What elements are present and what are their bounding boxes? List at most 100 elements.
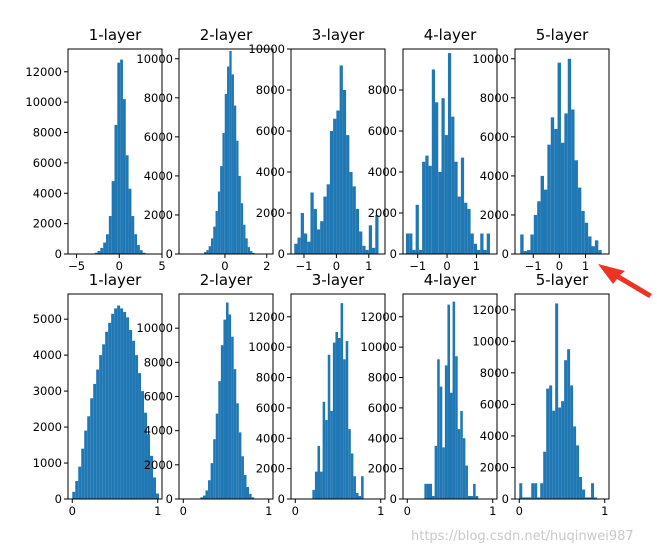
- histogram-bar: [428, 165, 432, 254]
- histogram-bar: [218, 381, 221, 499]
- y-tick-label: 8000: [368, 371, 397, 385]
- y-tick-label: 12000: [248, 310, 285, 324]
- annotation-arrow: [598, 264, 652, 298]
- histogram-panel-6: 1-layer 0 1 0 1000 2000 3000 4000 5000: [33, 271, 163, 518]
- y-tick-label: 0: [55, 492, 62, 506]
- histogram-bar: [435, 102, 439, 254]
- histogram-bar: [365, 249, 369, 254]
- y-tick-label: 0: [278, 247, 285, 261]
- histogram-bar: [300, 213, 304, 254]
- watermark-text: https://blog.csdn.net/huqinwei987: [411, 529, 634, 544]
- y-tick-label: 4000: [480, 429, 509, 443]
- histogram-bar: [460, 410, 463, 499]
- histogram-bar: [137, 244, 140, 254]
- histogram-bar: [249, 493, 252, 499]
- x-tick-label: 1: [265, 504, 272, 518]
- y-tick-label: 10000: [248, 340, 285, 354]
- histogram-bar: [537, 497, 541, 499]
- histogram-bar: [200, 497, 203, 499]
- x-tick-label: 0: [404, 504, 411, 518]
- histogram-panel-4: 4-layer −1 0 1 0 2000 4000 6000 8000: [368, 26, 498, 273]
- histogram-bar: [75, 481, 79, 499]
- histogram-bar: [322, 401, 326, 499]
- histogram-bar: [215, 413, 219, 499]
- histogram-bar: [220, 166, 223, 254]
- histogram-bar: [437, 359, 440, 499]
- histogram-bar: [128, 188, 132, 254]
- histogram-bar: [134, 234, 138, 254]
- histogram-panels: 1-layer−5 0 50200040006000800010000120002-…: [25, 26, 610, 518]
- histogram-bar: [480, 233, 484, 254]
- histogram-bar: [591, 246, 595, 254]
- x-tick-label: −1: [295, 259, 312, 273]
- histogram-bar: [84, 430, 88, 499]
- x-tick-label: 0: [292, 504, 299, 518]
- histogram-bar: [320, 221, 324, 254]
- histogram-bar: [530, 234, 534, 254]
- panel-title: 4-layer: [424, 26, 477, 44]
- x-tick-label: 1: [154, 504, 161, 518]
- histogram-bar: [470, 233, 474, 254]
- histogram-bar: [90, 398, 94, 499]
- histogram-bar: [425, 155, 429, 254]
- histogram-bar: [519, 483, 523, 499]
- histogram-bar: [94, 252, 98, 254]
- histogram-bar: [103, 242, 107, 254]
- histogram-bar: [475, 495, 479, 499]
- histogram-bar: [525, 497, 529, 499]
- histogram-bar: [238, 432, 242, 499]
- y-tick-label: 0: [502, 492, 509, 506]
- x-tick-label: 5: [158, 259, 165, 273]
- histogram-bar: [87, 416, 91, 499]
- histogram-bar: [352, 186, 356, 254]
- histogram-bar: [547, 144, 551, 254]
- histogram-bar: [540, 483, 544, 499]
- histogram-bar: [588, 236, 592, 254]
- y-tick-label: 4000: [33, 186, 62, 200]
- axes-frame: [402, 293, 498, 500]
- panel-title: 2-layer: [200, 26, 253, 44]
- y-tick-label: 8000: [144, 91, 173, 105]
- histogram-bar: [144, 412, 148, 499]
- panel-title: 1-layer: [89, 26, 142, 44]
- y-tick-label: 0: [502, 247, 509, 261]
- y-tick-label: 10000: [25, 95, 62, 109]
- y-tick-label: 2000: [480, 208, 509, 222]
- histogram-bar: [422, 161, 426, 254]
- histogram-bar: [557, 62, 561, 254]
- histogram-bar: [582, 489, 586, 499]
- histogram-bar: [156, 493, 160, 499]
- histogram-bar: [307, 241, 311, 254]
- histogram-bar: [129, 329, 133, 499]
- histogram-bar: [368, 225, 373, 254]
- histogram-bar: [455, 356, 458, 499]
- histogram-bar: [522, 497, 526, 499]
- histogram-bar: [429, 483, 433, 499]
- histogram-bar: [431, 69, 436, 254]
- x-tick-label: 0: [180, 504, 187, 518]
- histogram-bar: [228, 314, 232, 499]
- histogram-bar: [150, 455, 154, 499]
- histogram-bar: [447, 53, 452, 254]
- histogram-bar: [213, 439, 216, 499]
- histogram-bar: [220, 345, 224, 499]
- histogram-bar: [120, 308, 124, 499]
- histogram-bar: [523, 251, 528, 254]
- y-tick-label: 4000: [368, 165, 397, 179]
- histogram-bar: [359, 231, 363, 254]
- histogram-bar: [97, 250, 101, 254]
- histogram-bar: [117, 62, 121, 254]
- y-tick-label: 10000: [248, 42, 285, 56]
- histogram-bar: [210, 463, 214, 499]
- histogram-bar: [333, 118, 337, 254]
- histogram-bar: [349, 172, 353, 254]
- histogram-bar: [552, 410, 556, 499]
- histogram-bar: [120, 59, 123, 254]
- histogram-bar: [450, 392, 453, 499]
- y-tick-label: 2000: [480, 460, 509, 474]
- histogram-bar: [594, 240, 599, 254]
- histogram-bar: [108, 216, 112, 254]
- y-tick-label: 8000: [256, 371, 285, 385]
- y-tick-label: 2000: [33, 217, 62, 231]
- y-tick-label: 3000: [33, 384, 62, 398]
